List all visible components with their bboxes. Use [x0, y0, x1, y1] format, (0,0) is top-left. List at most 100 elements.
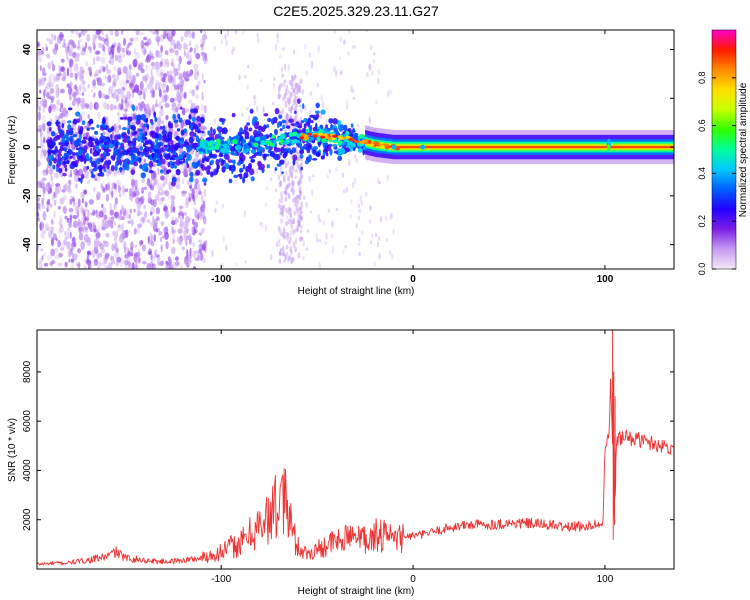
noise-blob	[328, 168, 331, 175]
noise-blob	[93, 73, 99, 77]
signal-blob	[151, 149, 155, 153]
signal-blob	[162, 125, 166, 132]
noise-blob	[89, 228, 93, 233]
noise-blob	[39, 65, 42, 72]
noise-blob	[279, 248, 283, 252]
signal-blob	[200, 163, 203, 169]
noise-blob	[114, 54, 119, 62]
signal-blob	[217, 126, 221, 130]
noise-blob	[345, 186, 348, 193]
noise-blob	[109, 209, 114, 216]
signal-blob	[100, 140, 104, 144]
noise-blob	[195, 52, 201, 60]
noise-blob	[172, 63, 176, 72]
signal-blob	[226, 154, 230, 161]
signal-blob	[141, 164, 147, 172]
noise-blob	[113, 203, 117, 210]
noise-blob	[61, 241, 65, 250]
noise-blob	[167, 191, 171, 200]
noise-blob	[55, 89, 60, 99]
noise-blob	[63, 38, 66, 45]
noise-blob	[299, 229, 303, 234]
noise-blob	[101, 56, 106, 64]
noise-blob	[198, 232, 203, 236]
signal-blob	[279, 152, 283, 156]
signal-blob	[110, 165, 115, 172]
signal-blob	[170, 140, 174, 145]
noise-blob	[149, 179, 153, 186]
noise-blob	[171, 104, 174, 111]
noise-blob	[296, 203, 299, 208]
noise-blob	[155, 99, 158, 106]
noise-blob	[281, 246, 285, 251]
snr-line	[37, 330, 674, 566]
noise-blob	[287, 63, 290, 72]
noise-blob	[300, 216, 304, 221]
noise-blob	[178, 212, 181, 219]
noise-blob	[101, 219, 105, 229]
noise-blob	[88, 263, 91, 268]
noise-blob	[331, 220, 334, 228]
noise-blob	[280, 196, 284, 204]
noise-blob	[118, 193, 122, 198]
noise-blob	[128, 99, 133, 108]
signal-blob	[308, 124, 313, 131]
x-tick-label: -100	[211, 274, 231, 285]
noise-blob	[128, 229, 131, 233]
noise-blob	[79, 84, 82, 92]
signal-blob	[198, 148, 204, 152]
noise-blob	[107, 74, 112, 83]
signal-blob	[256, 146, 260, 153]
noise-blob	[177, 43, 182, 51]
signal-blob	[72, 118, 78, 125]
signal-blob	[250, 176, 255, 182]
signal-blob	[116, 159, 120, 165]
noise-blob	[171, 219, 176, 226]
noise-blob	[278, 198, 282, 203]
noise-blob	[320, 94, 323, 102]
noise-blob	[115, 262, 119, 267]
signal-blob	[124, 158, 130, 162]
noise-blob	[78, 232, 84, 241]
noise-blob	[162, 183, 165, 188]
signal-blob	[350, 123, 354, 128]
noise-blob	[79, 47, 82, 52]
noise-blob	[351, 89, 355, 94]
noise-blob	[309, 90, 313, 97]
noise-blob	[69, 248, 72, 256]
noise-blob	[67, 41, 70, 49]
noise-blob	[339, 70, 343, 75]
noise-blob	[48, 203, 53, 208]
noise-blob	[77, 40, 81, 49]
noise-blob	[75, 77, 78, 81]
noise-blob	[172, 206, 176, 213]
signal-blob	[224, 149, 230, 153]
noise-blob	[194, 183, 198, 190]
noise-blob	[42, 99, 48, 109]
noise-blob	[61, 165, 65, 170]
noise-blob	[352, 96, 356, 101]
noise-blob	[302, 256, 305, 261]
noise-blob	[213, 45, 216, 51]
noise-blob	[112, 77, 117, 87]
signal-blob	[111, 157, 116, 161]
signal-blob	[69, 149, 73, 155]
noise-blob	[141, 187, 144, 194]
signal-blob	[249, 137, 255, 143]
ridge-peak	[345, 135, 351, 139]
noise-blob	[41, 205, 46, 209]
noise-blob	[293, 74, 297, 80]
noise-blob	[221, 204, 225, 209]
noise-blob	[48, 76, 52, 84]
noise-blob	[177, 176, 181, 180]
noise-blob	[285, 171, 288, 175]
noise-blob	[134, 84, 140, 93]
noise-blob	[67, 227, 71, 232]
noise-blob	[99, 210, 104, 218]
noise-blob	[289, 207, 292, 216]
signal-blob	[243, 172, 249, 179]
noise-blob	[42, 107, 46, 113]
noise-blob	[140, 32, 145, 36]
noise-blob	[245, 107, 249, 111]
noise-blob	[127, 250, 131, 255]
